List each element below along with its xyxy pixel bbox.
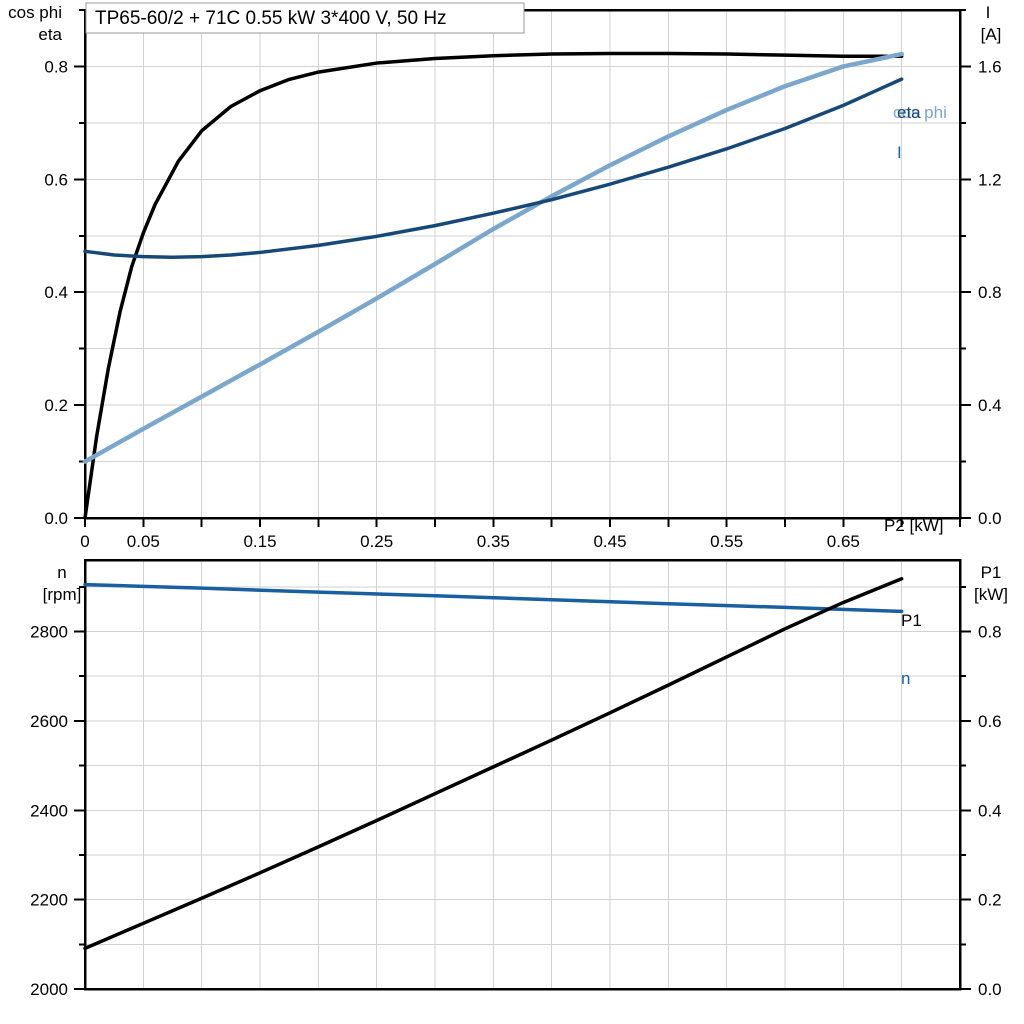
top-chart-tickmarks <box>74 9 971 527</box>
curve-label-current: I <box>897 143 902 162</box>
top-left-axis-label-line2: eta <box>38 25 62 44</box>
curve-label-eta: eta <box>897 103 921 122</box>
top-x-tick-label: 0.25 <box>360 532 393 551</box>
top-x-tick-label: 0.55 <box>710 532 743 551</box>
curve-n <box>83 582 904 614</box>
top-right-axis-label-line1: I <box>986 3 991 22</box>
bottom-chart-frame <box>83 558 962 991</box>
top-chart-frame <box>83 8 962 520</box>
top-x-tick-label: 0.35 <box>477 532 510 551</box>
top-right-tick-label: 1.2 <box>978 170 1002 189</box>
chart-title: TP65-60/2 + 71C 0.55 kW 3*400 V, 50 Hz <box>95 8 447 29</box>
bottom-chart-gridlines <box>85 560 960 989</box>
curve-label-cos-phi: cos phi <box>893 103 947 122</box>
bottom-right-tick-label: 0.2 <box>978 891 1002 910</box>
top-x-tick-label: 0.45 <box>593 532 626 551</box>
top-x-tick-label: 0.15 <box>243 532 276 551</box>
curve-label-p1: P1 <box>901 611 922 630</box>
top-right-tick-label: 1.6 <box>978 57 1002 76</box>
bottom-chart-tick-labels: 2000 2200 2400 2600 2800 0.0 0.2 0.4 0.6 0.8 <box>30 623 1001 1000</box>
top-chart-gridlines <box>85 10 960 518</box>
bottom-right-axis-label-line2: [kW] <box>974 585 1008 604</box>
top-right-tick-label: 0.8 <box>978 283 1002 302</box>
top-chart-tick-labels: 0 0.05 0.15 0.25 0.35 0.45 0.55 0.65 0.0 0.2 0.4 0.… <box>44 57 1001 551</box>
bottom-right-tick-label: 0.6 <box>978 712 1002 731</box>
top-chart-curves <box>82 51 904 520</box>
bottom-left-tick-label: 2800 <box>30 623 68 642</box>
bottom-chart-curves <box>83 577 904 951</box>
top-x-tick-label: 0 <box>80 532 89 551</box>
top-left-tick-label: 0.4 <box>44 283 68 302</box>
curve-eta <box>83 51 904 520</box>
bottom-left-tick-label: 2000 <box>30 980 68 999</box>
top-chart: 0 0.05 0.15 0.25 0.35 0.45 0.55 0.65 0.0 0.2 0.4 0.… <box>8 3 1002 551</box>
bottom-right-axis-label-line1: P1 <box>981 563 1002 582</box>
bottom-right-tick-label: 0.0 <box>978 980 1002 999</box>
bottom-right-tick-label: 0.8 <box>978 623 1002 642</box>
curve-p1 <box>83 577 904 951</box>
bottom-right-tick-label: 0.4 <box>978 801 1002 820</box>
curve-label-speed: n <box>901 669 910 688</box>
bottom-left-tick-label: 2400 <box>30 801 68 820</box>
top-x-axis-label: P2 [kW] <box>884 516 944 535</box>
curve-i <box>83 77 904 259</box>
bottom-chart: 2000 2200 2400 2600 2800 0.0 0.2 0.4 0.6 0.8 n [r… <box>30 558 1008 1000</box>
top-right-tick-label: 0.4 <box>978 396 1002 415</box>
bottom-chart-tickmarks <box>74 585 971 990</box>
bottom-left-tick-label: 2200 <box>30 891 68 910</box>
bottom-left-axis-label-line2: [rpm] <box>43 585 82 604</box>
bottom-left-tick-label: 2600 <box>30 712 68 731</box>
top-x-tick-label: 0.05 <box>127 532 160 551</box>
chart-title-box: TP65-60/2 + 71C 0.55 kW 3*400 V, 50 Hz <box>85 2 525 34</box>
bottom-left-axis-label-line1: n <box>57 563 66 582</box>
top-left-tick-label: 0.0 <box>44 509 68 528</box>
top-left-tick-label: 0.2 <box>44 396 68 415</box>
top-right-axis-label-line2: [A] <box>981 25 1002 44</box>
top-right-tick-label: 0.0 <box>978 509 1002 528</box>
title-box-background <box>85 2 525 34</box>
top-left-axis-label-line1: cos phi <box>8 3 62 22</box>
top-left-tick-label: 0.8 <box>44 57 68 76</box>
curve-cos-phi <box>82 51 904 464</box>
top-left-tick-label: 0.6 <box>44 170 68 189</box>
top-x-tick-label: 0.65 <box>827 532 860 551</box>
